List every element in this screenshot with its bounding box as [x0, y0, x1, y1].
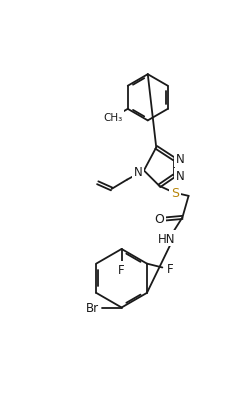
Text: F: F [167, 262, 173, 275]
Text: N: N [176, 153, 184, 166]
Text: N: N [176, 170, 184, 183]
Text: HN: HN [158, 232, 176, 245]
Text: F: F [118, 263, 125, 277]
Text: N: N [133, 165, 142, 178]
Text: O: O [154, 213, 164, 226]
Text: S: S [171, 187, 179, 200]
Text: Br: Br [86, 301, 99, 314]
Text: CH₃: CH₃ [103, 112, 122, 122]
